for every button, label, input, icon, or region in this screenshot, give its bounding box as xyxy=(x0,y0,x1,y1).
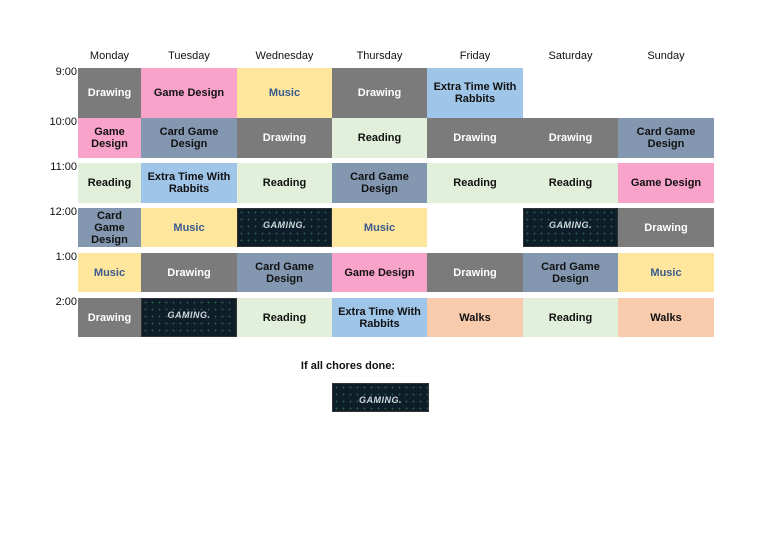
time-label: 12:00 xyxy=(49,206,77,218)
schedule-cell: Card Game Design xyxy=(141,118,237,158)
schedule-cell: Game Design xyxy=(141,68,237,118)
schedule-cell: Drawing xyxy=(237,118,332,158)
schedule-cell: Walks xyxy=(618,298,714,337)
schedule-cell: Reading xyxy=(523,163,618,203)
schedule-cell: Drawing xyxy=(427,253,523,292)
schedule-cell: Drawing xyxy=(332,68,427,118)
time-label: 10:00 xyxy=(49,116,77,128)
day-header: Monday xyxy=(89,50,130,62)
schedule-cell: Card Game Design xyxy=(618,118,714,158)
schedule-cell: GAMING. xyxy=(523,208,618,247)
schedule-cell: Music xyxy=(141,208,237,247)
schedule-cell: Reading xyxy=(332,118,427,158)
schedule-cell: Card Game Design xyxy=(523,253,618,292)
day-header: Sunday xyxy=(647,50,685,62)
schedule-cell: Reading xyxy=(427,163,523,203)
time-label: 2:00 xyxy=(55,296,77,308)
time-label: 9:00 xyxy=(55,66,77,78)
time-label: 1:00 xyxy=(55,251,77,263)
schedule-cell: Reading xyxy=(237,298,332,337)
day-header: Friday xyxy=(459,50,491,62)
schedule-cell: Drawing xyxy=(427,118,523,158)
schedule-cell: Card Game Design xyxy=(237,253,332,292)
schedule-cell: Music xyxy=(78,253,141,292)
schedule-cell: Reading xyxy=(78,163,141,203)
schedule-cell: Walks xyxy=(427,298,523,337)
schedule-cell: Drawing xyxy=(523,118,618,158)
schedule-cell: Reading xyxy=(237,163,332,203)
schedule-cell: GAMING. xyxy=(141,298,237,337)
schedule-cell: Card Game Design xyxy=(78,208,141,247)
day-header: Thursday xyxy=(356,50,403,62)
schedule-cell: Game Design xyxy=(78,118,141,158)
schedule-cell: GAMING. xyxy=(237,208,332,247)
schedule-cell: Game Design xyxy=(618,163,714,203)
schedule-cell: Extra Time With Rabbits xyxy=(141,163,237,203)
footer-label: If all chores done: xyxy=(300,360,396,372)
schedule-cell: Card Game Design xyxy=(332,163,427,203)
schedule-cell: Music xyxy=(618,253,714,292)
day-header: Tuesday xyxy=(168,50,210,62)
schedule-cell: Drawing xyxy=(618,208,714,247)
schedule-cell: Music xyxy=(332,208,427,247)
day-header: Wednesday xyxy=(255,50,314,62)
schedule-cell: Extra Time With Rabbits xyxy=(427,68,523,118)
time-label: 11:00 xyxy=(50,161,77,173)
schedule-cell: Game Design xyxy=(332,253,427,292)
schedule-cell: Extra Time With Rabbits xyxy=(332,298,427,337)
schedule-cell: Reading xyxy=(523,298,618,337)
schedule-cell: Music xyxy=(237,68,332,118)
schedule-cell: GAMING. xyxy=(332,383,429,412)
schedule-cell: Drawing xyxy=(141,253,237,292)
schedule-cell: Drawing xyxy=(78,68,141,118)
schedule-cell: Drawing xyxy=(78,298,141,337)
day-header: Saturday xyxy=(548,50,593,62)
